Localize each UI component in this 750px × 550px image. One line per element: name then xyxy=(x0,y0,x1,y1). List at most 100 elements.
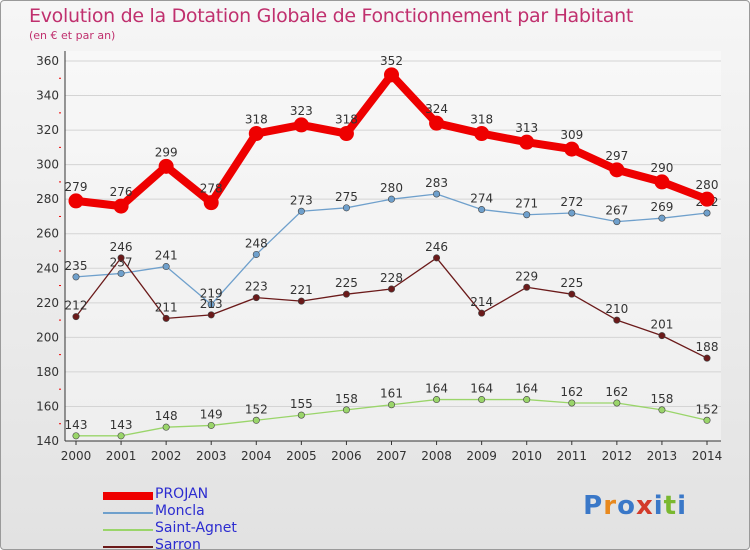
data-point xyxy=(654,174,670,190)
x-tick-label: 2003 xyxy=(196,449,227,463)
y-tick-label: 320 xyxy=(36,123,59,137)
x-tick-label: 2001 xyxy=(106,449,137,463)
data-point xyxy=(703,354,711,362)
plot-area xyxy=(65,51,721,441)
data-label: 152 xyxy=(696,402,719,416)
legend-swatch xyxy=(103,512,153,514)
data-point xyxy=(342,204,350,212)
data-label: 221 xyxy=(290,283,313,297)
data-point xyxy=(297,207,305,215)
data-point xyxy=(703,209,711,217)
data-point xyxy=(72,273,80,281)
data-point xyxy=(387,195,395,203)
data-label: 246 xyxy=(110,240,133,254)
x-tick-label: 2013 xyxy=(647,449,678,463)
data-point xyxy=(342,406,350,414)
data-point xyxy=(162,423,170,431)
data-label: 297 xyxy=(605,149,628,163)
x-tick-label: 2007 xyxy=(376,449,407,463)
data-label: 269 xyxy=(650,200,673,214)
data-label: 212 xyxy=(65,299,88,313)
y-tick-label: 280 xyxy=(36,192,59,206)
data-label: 280 xyxy=(380,181,403,195)
y-tick-label: 300 xyxy=(36,158,59,172)
logo-letter: o xyxy=(617,491,636,521)
legend-label: Moncla xyxy=(155,503,205,519)
data-label: 279 xyxy=(65,180,88,194)
data-label: 309 xyxy=(560,128,583,142)
data-label: 214 xyxy=(470,295,493,309)
chart-subtitle: (en € et par an) xyxy=(29,29,116,42)
data-label: 210 xyxy=(605,302,628,316)
proxiti-logo: Proxiti xyxy=(583,491,687,521)
data-label: 219 xyxy=(200,287,223,301)
data-point xyxy=(613,316,621,324)
data-label: 164 xyxy=(470,382,493,396)
data-point xyxy=(613,218,621,226)
data-label: 155 xyxy=(290,397,313,411)
data-label: 276 xyxy=(110,185,133,199)
data-label: 164 xyxy=(425,382,448,396)
legend-swatch xyxy=(103,546,153,548)
data-point xyxy=(162,314,170,322)
logo-letter: r xyxy=(603,491,618,521)
chart-title: Evolution de la Dotation Globale de Fonc… xyxy=(29,5,634,27)
data-point xyxy=(433,190,441,198)
data-point xyxy=(658,214,666,222)
data-label: 318 xyxy=(470,113,493,127)
data-point xyxy=(658,406,666,414)
data-label: 143 xyxy=(65,418,88,432)
x-tick-label: 2006 xyxy=(331,449,362,463)
legend-label: Sarron xyxy=(155,537,201,550)
data-point xyxy=(568,290,576,298)
data-label: 201 xyxy=(650,318,673,332)
data-label: 161 xyxy=(380,387,403,401)
legend-swatch xyxy=(103,492,153,500)
data-label: 164 xyxy=(515,382,538,396)
data-point xyxy=(158,158,174,174)
data-label: 149 xyxy=(200,407,223,421)
data-label: 248 xyxy=(245,236,268,250)
data-label: 229 xyxy=(515,269,538,283)
data-label: 352 xyxy=(380,54,403,68)
x-tick-label: 2005 xyxy=(286,449,317,463)
data-point xyxy=(478,206,486,214)
data-point xyxy=(609,162,625,178)
data-point xyxy=(519,134,535,150)
x-tick-label: 2000 xyxy=(61,449,92,463)
data-point xyxy=(568,209,576,217)
data-point xyxy=(342,290,350,298)
data-point xyxy=(338,126,354,142)
data-label: 273 xyxy=(290,193,313,207)
data-point xyxy=(162,263,170,271)
data-point xyxy=(568,399,576,407)
data-point xyxy=(658,332,666,340)
data-point xyxy=(523,396,531,404)
data-point xyxy=(293,117,309,133)
data-label: 267 xyxy=(605,204,628,218)
data-point xyxy=(68,193,84,209)
data-label: 323 xyxy=(290,104,313,118)
logo-letter: i xyxy=(677,491,687,521)
logo-letter: i xyxy=(653,491,664,521)
data-point xyxy=(384,67,399,83)
x-tick-label: 2012 xyxy=(602,449,633,463)
data-label: 211 xyxy=(155,300,178,314)
x-tick-label: 2004 xyxy=(241,449,272,463)
y-tick-label: 360 xyxy=(36,54,59,68)
data-label: 290 xyxy=(650,161,673,175)
legend-swatch xyxy=(103,529,153,531)
data-point xyxy=(117,269,125,277)
data-label: 225 xyxy=(560,276,583,290)
data-point xyxy=(564,141,580,157)
data-point xyxy=(523,283,531,291)
data-point xyxy=(252,250,260,258)
y-tick-label: 180 xyxy=(36,365,59,379)
data-point xyxy=(387,285,395,293)
x-tick-label: 2002 xyxy=(151,449,182,463)
data-label: 162 xyxy=(605,385,628,399)
data-label: 272 xyxy=(560,195,583,209)
data-label: 313 xyxy=(515,121,538,135)
x-tick-label: 2014 xyxy=(692,449,723,463)
